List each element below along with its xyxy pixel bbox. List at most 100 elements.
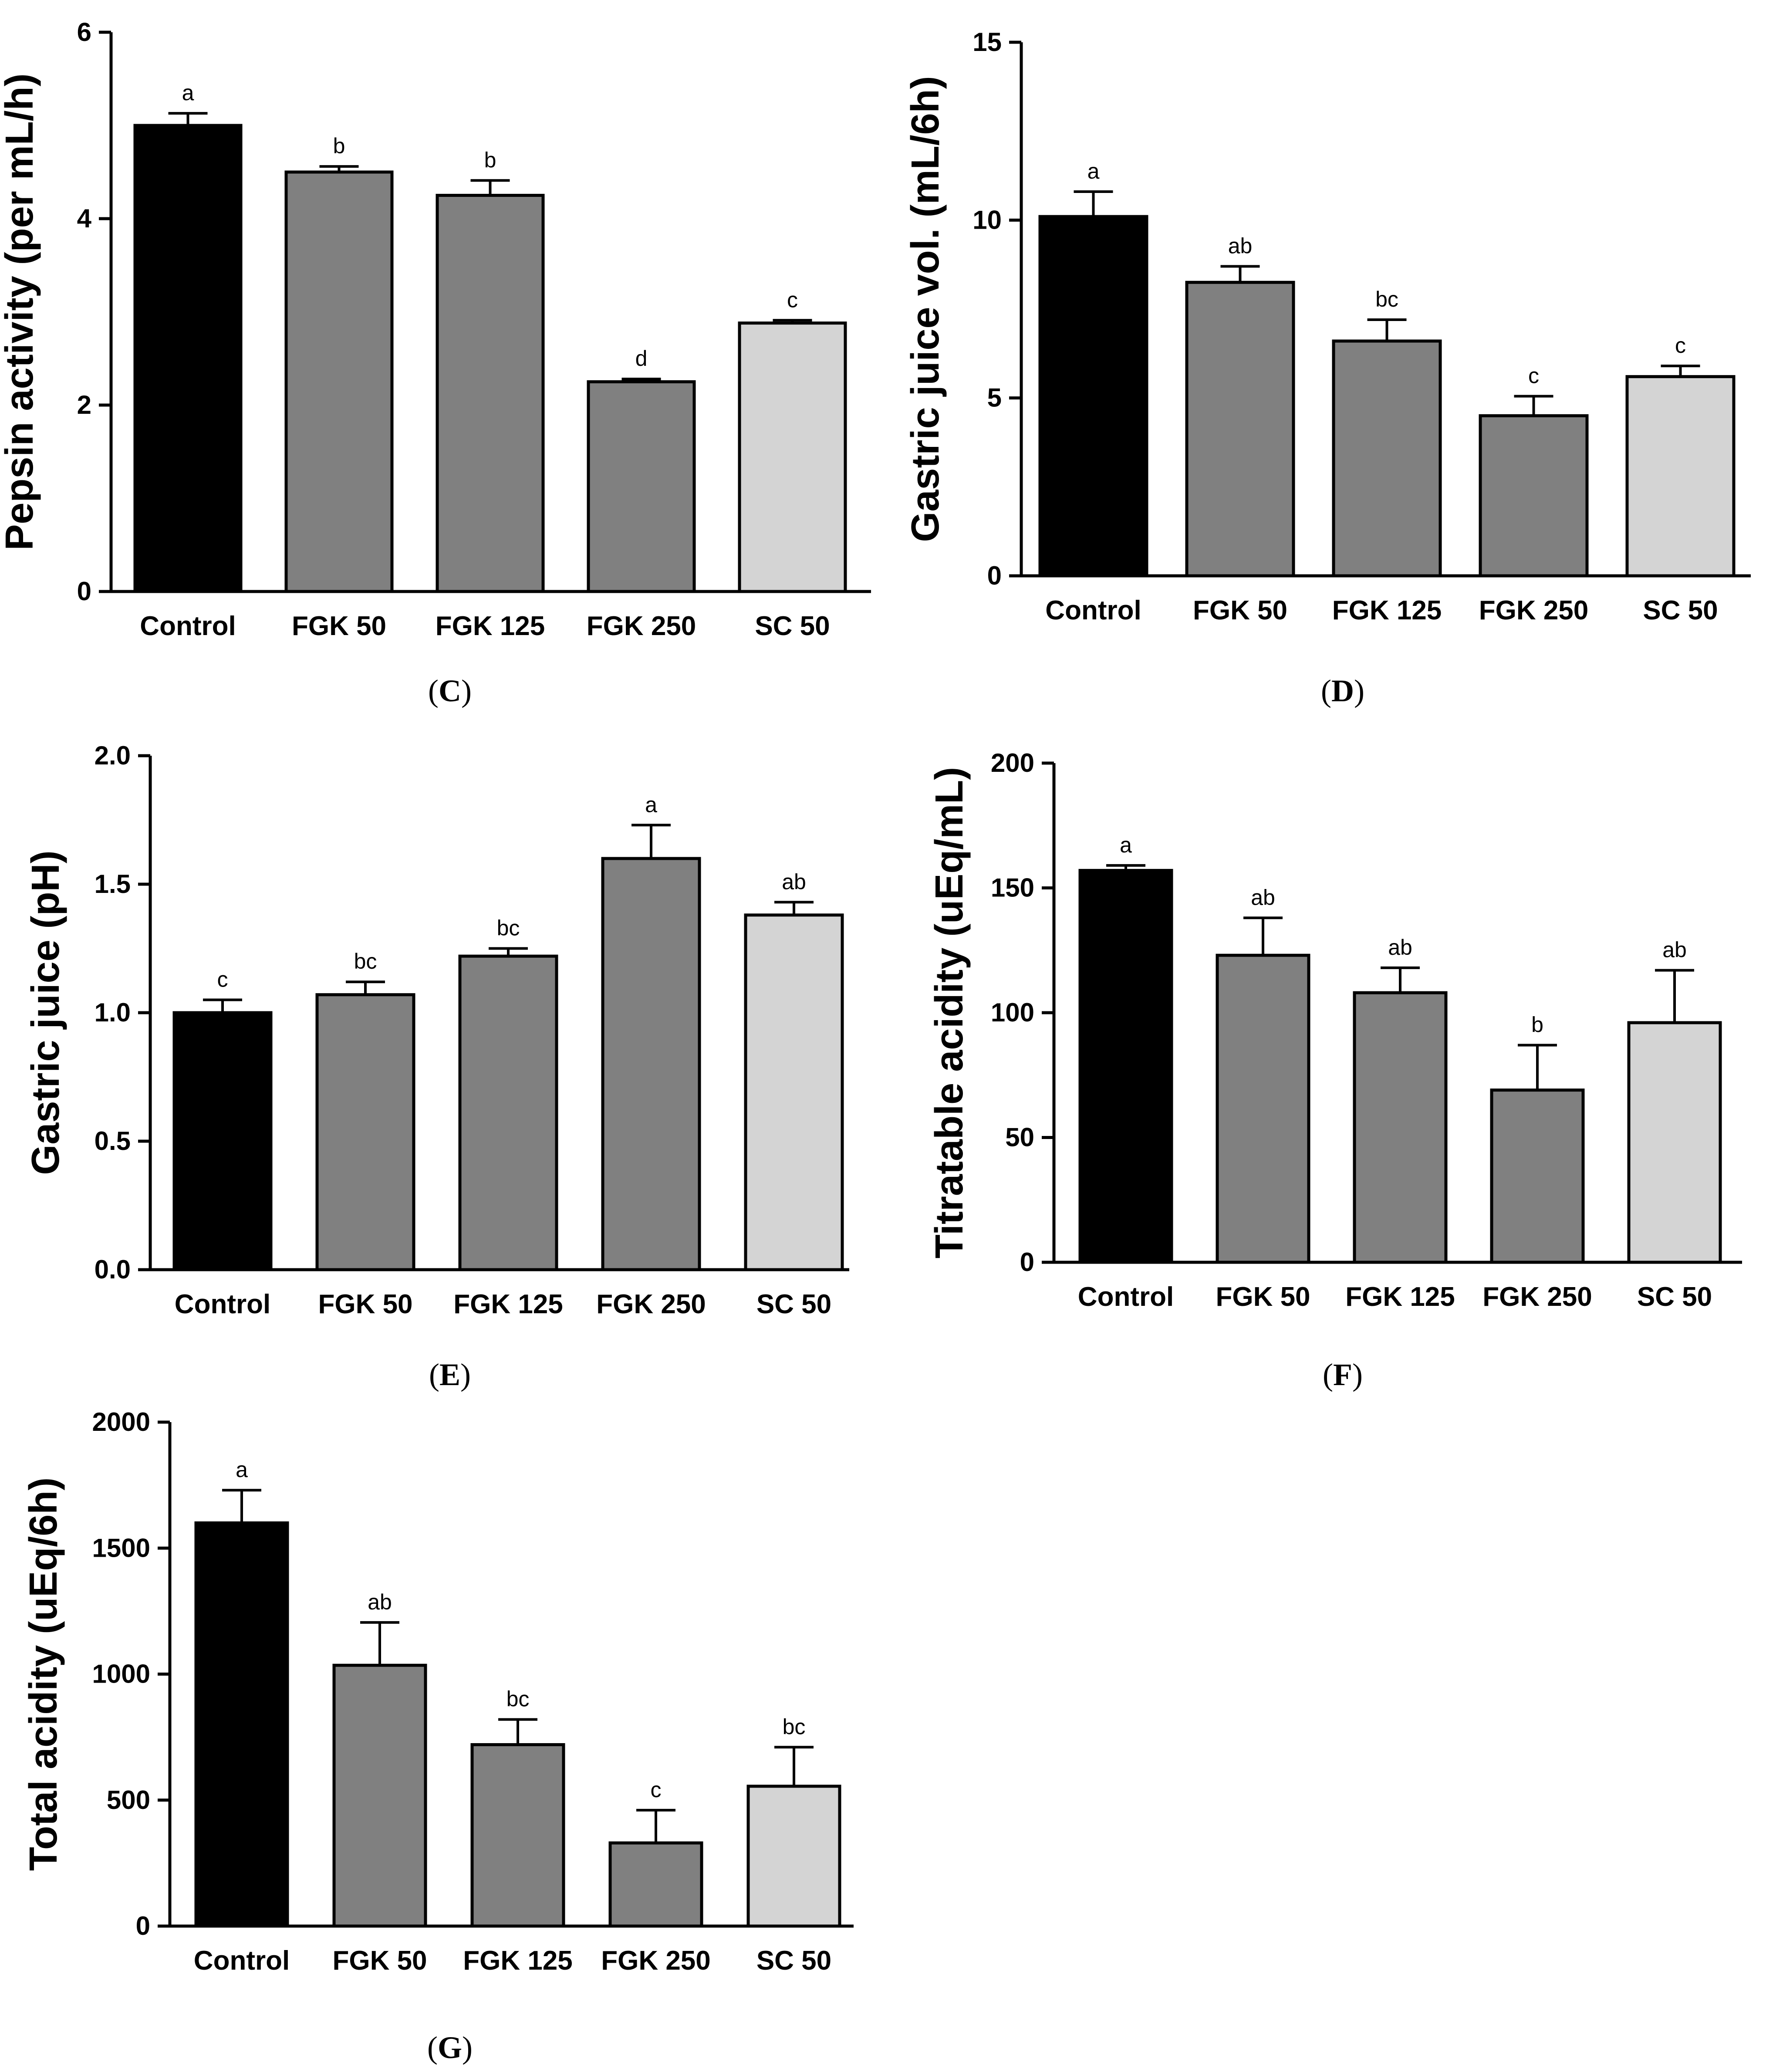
y-tick-label: 0 [987,561,1002,590]
bar [746,1785,841,1928]
category-label: FGK 50 [318,1289,412,1319]
bar [744,913,844,1271]
category-label: FGK 250 [1479,595,1589,625]
significance-label: ab [1662,938,1687,962]
y-tick-label: 150 [991,873,1034,902]
significance-label: a [645,792,657,817]
y-tick-label: 1000 [92,1660,150,1689]
y-tick-label: 5 [987,383,1002,412]
significance-label: ab [1251,885,1275,909]
bar [133,124,243,593]
y-tick-label: 1.0 [95,998,131,1027]
y-tick-label: 0 [1020,1247,1034,1277]
bar [738,321,847,593]
category-label: SC 50 [756,1289,831,1319]
category-label: FGK 50 [1216,1282,1310,1312]
bar [1625,375,1736,578]
bar [1490,1088,1585,1264]
y-axis-label: Gastric juice (pH) [24,850,68,1175]
category-label: Control [140,611,236,641]
significance-label: c [1528,364,1539,388]
y-axis-label: Titratable acidity (uEq/mL) [928,767,971,1259]
y-axis-label: Total acidity (uEq/6h) [22,1477,65,1871]
significance-label: b [333,134,345,158]
bar [194,1521,289,1928]
category-label: FGK 250 [587,611,696,641]
chart-panel-d: a Control ab FGK 50 bc FGK 125 c FGK 250 c SC 50 0… [904,27,1751,708]
y-tick-label: 100 [991,998,1034,1027]
panel-label: (F) [1323,1357,1363,1392]
y-axis-label: Gastric juice vol. (mL/6h) [904,76,947,542]
y-tick-label: 15 [973,27,1002,57]
significance-label: bc [783,1714,806,1739]
category-label: FGK 125 [463,1946,573,1976]
y-tick-label: 10 [973,205,1002,234]
y-tick-label: 6 [77,17,91,47]
significance-label: c [651,1778,662,1802]
bar [1185,281,1295,578]
category-label: FGK 250 [596,1289,706,1319]
bar [1627,1021,1722,1264]
y-tick-label: 0.5 [95,1126,131,1156]
category-label: SC 50 [755,611,830,641]
bar [587,380,696,593]
y-tick-label: 2000 [92,1407,150,1437]
y-tick-label: 2.0 [95,741,131,770]
significance-label: c [217,967,228,992]
category-label: SC 50 [1637,1282,1712,1312]
y-tick-label: 1500 [92,1533,150,1562]
significance-label: c [787,287,798,312]
significance-label: ab [1228,234,1253,258]
bar [315,993,415,1271]
bar [1479,414,1589,578]
category-label: FGK 125 [453,1289,563,1319]
significance-label: bc [1375,287,1398,311]
significance-label: bc [354,949,377,973]
panel-label: (C) [428,673,472,708]
category-label: FGK 50 [332,1946,427,1976]
significance-label: a [182,81,194,105]
y-tick-label: 2 [77,390,91,419]
chart-panel-e: c Control bc FGK 50 bc FGK 125 a FGK 250 ab SC 50… [24,741,849,1392]
bar [332,1663,427,1928]
bar [1216,953,1310,1264]
category-label: FGK 125 [1345,1282,1455,1312]
bar [284,170,394,593]
chart-panel-f: a Control ab FGK 50 ab FGK 125 b FGK 250 ab SC 50… [928,748,1742,1392]
bar [1353,991,1448,1264]
category-label: Control [1045,595,1141,625]
significance-label: ab [782,869,806,894]
category-label: SC 50 [1643,595,1718,625]
significance-label: bc [497,916,520,940]
bar [601,857,701,1271]
category-label: SC 50 [756,1946,831,1976]
significance-label: a [1120,833,1132,857]
significance-label: ab [368,1590,392,1614]
significance-label: b [484,148,496,172]
category-label: FGK 50 [292,611,386,641]
significance-label: d [635,346,648,371]
category-label: FGK 50 [1193,595,1287,625]
panel-label: (E) [429,1357,471,1392]
bar [608,1841,703,1928]
significance-label: a [236,1457,248,1482]
y-tick-label: 50 [1005,1123,1034,1152]
significance-label: ab [1388,935,1412,960]
significance-label: a [1087,159,1100,183]
bar [470,1743,565,1928]
panel-label: (D) [1321,673,1364,708]
category-label: FGK 250 [1482,1282,1592,1312]
y-tick-label: 4 [77,204,92,233]
y-axis-label: Pepsin activity (per mL/h) [0,73,41,550]
category-label: FGK 250 [601,1946,711,1976]
y-tick-label: 1.5 [95,869,131,899]
significance-label: bc [507,1687,530,1711]
y-tick-label: 0 [136,1911,150,1940]
y-tick-label: 0.0 [95,1255,131,1284]
bar [1038,215,1148,578]
category-label: FGK 125 [1332,595,1442,625]
chart-panel-c: a Control b FGK 50 b FGK 125 d FGK 250 c SC 50 0 2 4… [0,17,871,708]
bar [1332,339,1442,578]
